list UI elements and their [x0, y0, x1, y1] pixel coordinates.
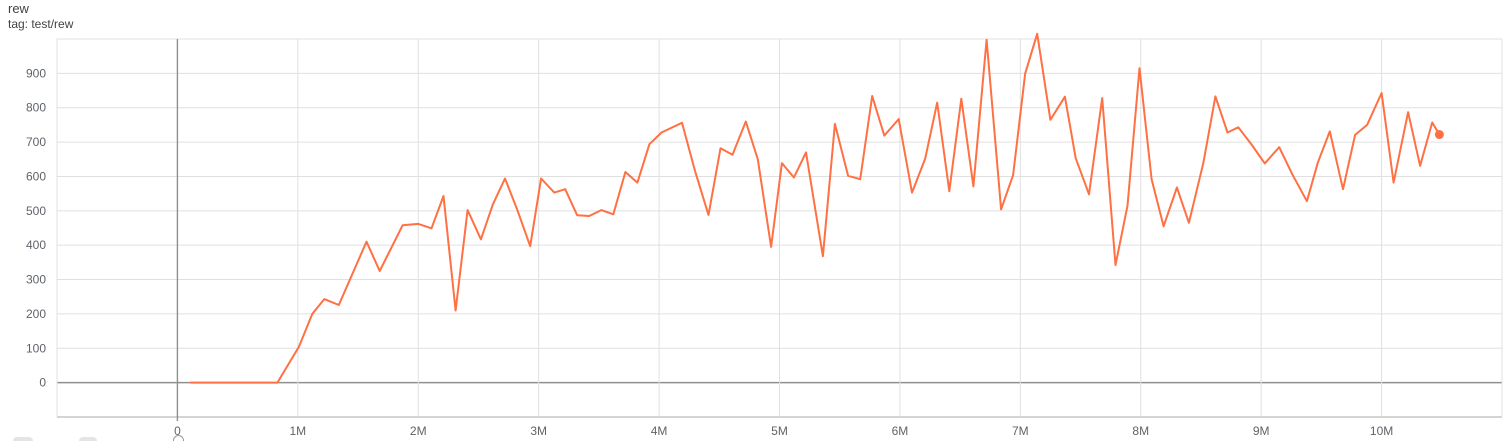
x-tick-label: 4M [651, 424, 668, 438]
x-tick-label: 9M [1253, 424, 1270, 438]
chart-subtitle: tag: test/rew [8, 16, 74, 31]
y-tick-label: 300 [26, 273, 46, 287]
x-tick-label: 6M [892, 424, 909, 438]
series-line-group [189, 32, 1444, 384]
x-tick-label: 7M [1012, 424, 1029, 438]
y-tick-label: 800 [26, 101, 46, 115]
x-tick-label: 2M [410, 424, 427, 438]
x-tick-label: 8M [1132, 424, 1149, 438]
series-line [189, 32, 1441, 384]
y-tick-label: 700 [26, 135, 46, 149]
partial-toolbar-icon[interactable] [79, 437, 97, 441]
x-tick-label: 0 [174, 424, 181, 438]
y-tick-label: 0 [39, 376, 46, 390]
partial-circle-icon[interactable] [173, 435, 184, 441]
y-tick-label: 600 [26, 169, 46, 183]
chart-title: rew [8, 1, 29, 16]
x-axis-labels: 0 1M 2M 3M 4M 5M 6M 7M 8M 9M 10M [174, 424, 1393, 438]
x-tick-label: 10M [1370, 424, 1393, 438]
y-tick-label: 400 [26, 238, 46, 252]
v-gridlines [56, 39, 1503, 421]
chart-header: rew tag: test/rew [8, 1, 74, 32]
x-tick-label: 1M [289, 424, 306, 438]
y-tick-label: 200 [26, 307, 46, 321]
partial-toolbar-icon[interactable] [13, 437, 33, 441]
x-tick-label: 5M [771, 424, 788, 438]
x-tick-label: 3M [530, 424, 547, 438]
y-tick-label: 500 [26, 204, 46, 218]
y-axis-labels: 0 100 200 300 400 500 600 700 800 900 [26, 66, 46, 389]
y-tick-label: 900 [26, 66, 46, 80]
series-end-dot [1434, 130, 1444, 140]
y-tick-label: 100 [26, 341, 46, 355]
